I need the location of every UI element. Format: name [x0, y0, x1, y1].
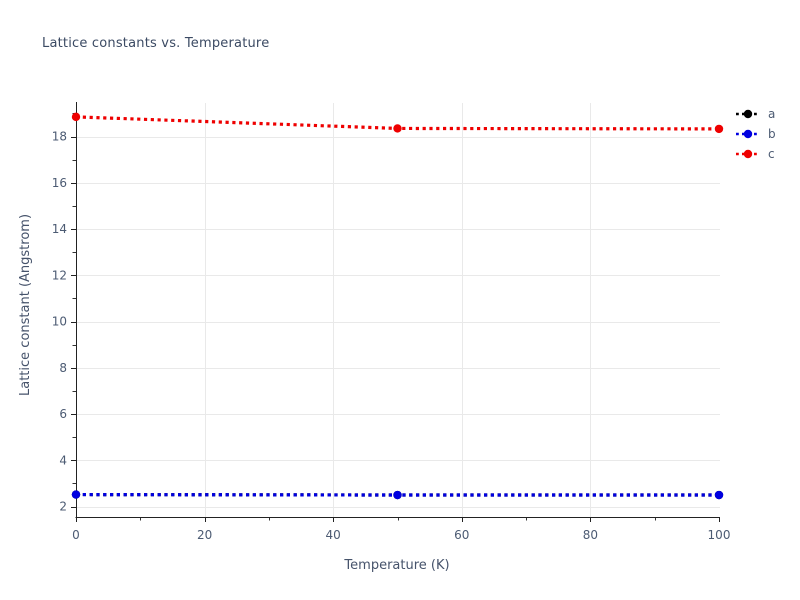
legend-marker-icon — [743, 129, 753, 139]
legend-item-a[interactable]: a — [736, 107, 775, 121]
x-tick-label: 20 — [197, 528, 212, 542]
data-point-marker — [393, 490, 402, 500]
y-tick-label: 18 — [52, 130, 67, 144]
data-series — [71, 112, 724, 500]
data-point-marker — [71, 112, 81, 122]
gridlines — [76, 103, 720, 517]
x-axis-label: Temperature (K) — [343, 558, 449, 573]
x-tick-label: 0 — [72, 528, 80, 542]
y-axis-label: Lattice constant (Angstrom) — [18, 214, 33, 396]
y-tick-label: 16 — [52, 176, 67, 190]
y-tick-label: 10 — [52, 315, 67, 329]
legend-label: c — [768, 147, 775, 161]
y-tick-label: 6 — [59, 407, 67, 421]
y-tick-label: 2 — [59, 500, 67, 514]
data-point-marker — [714, 490, 724, 500]
legend[interactable]: abc — [736, 107, 776, 161]
legend-label: b — [768, 127, 776, 141]
x-tick-label: 40 — [326, 528, 341, 542]
x-tick-label: 60 — [454, 528, 469, 542]
y-tick-label: 12 — [52, 268, 67, 282]
y-tick-label: 14 — [52, 222, 67, 236]
series-b — [71, 490, 724, 500]
axis-tick-labels: 2 4 6 8 10 12 14 16 18 0 20 40 60 80 100 — [52, 130, 731, 542]
data-point-marker — [714, 124, 724, 134]
y-tick-label: 8 — [59, 361, 67, 375]
x-tick-label: 80 — [583, 528, 598, 542]
chart-title: Lattice constants vs. Temperature — [42, 36, 270, 51]
axis-spines — [75, 102, 720, 519]
legend-item-c[interactable]: c — [736, 147, 775, 161]
data-point-marker — [71, 490, 81, 499]
legend-marker-icon — [743, 109, 753, 119]
y-tick-label: 4 — [59, 453, 67, 467]
data-point-marker — [393, 124, 402, 133]
series-c — [71, 112, 724, 134]
x-tick-label: 100 — [708, 528, 731, 542]
legend-item-b[interactable]: b — [736, 127, 776, 141]
legend-marker-icon — [743, 149, 753, 159]
legend-label: a — [768, 107, 775, 121]
